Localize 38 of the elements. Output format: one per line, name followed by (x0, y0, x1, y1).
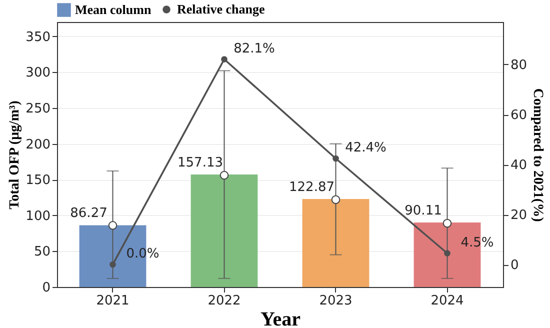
data-label: 157.13 (178, 155, 223, 170)
point (331, 195, 340, 204)
x-tick-label: 2021 (96, 294, 130, 308)
y2-axis-title: Compared to 2021(%) (530, 88, 546, 222)
y2-tick-label: 0 (510, 258, 519, 273)
y-tick-label: 250 (26, 101, 50, 116)
y-tick-label: 350 (26, 30, 50, 45)
data-label: 86.27 (70, 206, 108, 222)
legend-label: Relative change (177, 2, 265, 16)
y-tick-label: 300 (26, 66, 50, 81)
point (442, 218, 452, 228)
data-label: 90.11 (404, 203, 442, 218)
y2-tick-label: 80 (510, 58, 528, 73)
data-label: 82.1% (234, 41, 275, 56)
y2-tick-label: 20 (510, 208, 528, 223)
x-tick-label: 2024 (430, 294, 464, 308)
bar (302, 199, 370, 287)
point (108, 221, 118, 230)
x-axis-title: Year (260, 308, 301, 328)
point (220, 170, 229, 180)
y-tick-label: 0 (42, 280, 50, 296)
y-tick-label: 150 (26, 173, 50, 188)
bar (190, 174, 258, 287)
x-tick-label: 2022 (208, 294, 241, 308)
data-label: 42.4% (345, 140, 386, 156)
point (332, 155, 339, 162)
y-axis-title: Total OFP (μg/m³) (8, 100, 23, 210)
data-label: 122.87 (289, 180, 334, 195)
legend-label: Mean column (75, 2, 152, 17)
x-tick-label: 2023 (319, 294, 352, 308)
y2-tick-label: 60 (510, 108, 528, 123)
y-tick-label: 200 (26, 137, 50, 152)
y-tick-label: 100 (26, 208, 50, 224)
point (110, 261, 116, 268)
y2-tick-label: 40 (510, 158, 528, 173)
point (444, 250, 450, 256)
point (221, 56, 228, 62)
y-tick-label: 50 (34, 244, 50, 260)
